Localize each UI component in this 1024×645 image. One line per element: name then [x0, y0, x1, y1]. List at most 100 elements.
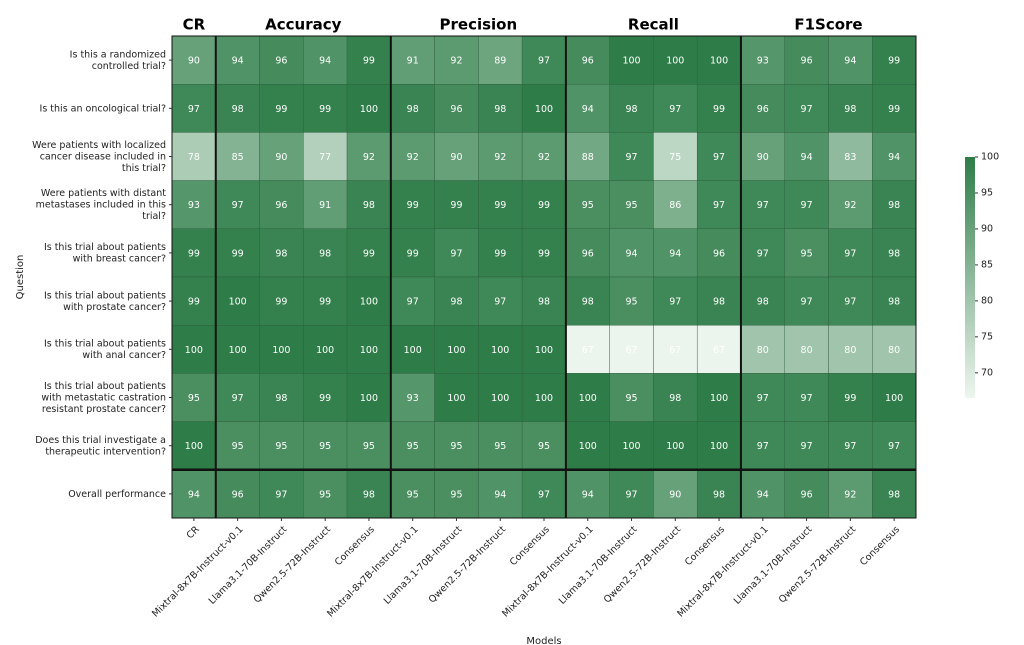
cell [740, 276, 785, 326]
cell [609, 276, 654, 326]
cell-label: 94 [319, 56, 331, 67]
cell-label: 97 [757, 393, 769, 404]
cell [303, 276, 348, 326]
cell-label: 98 [757, 297, 769, 308]
cell [521, 421, 567, 471]
cell-label: 92 [450, 56, 462, 67]
x-tick-label: Llama3.1-70B-Instruct [382, 524, 465, 607]
x-tick-label: Consensus [333, 524, 377, 568]
y-tick-label: Is this trial about patients with metasta… [41, 381, 166, 415]
cell-label: 95 [407, 489, 419, 500]
cell [784, 373, 829, 422]
cell [259, 132, 304, 181]
cell-label: 99 [713, 104, 725, 115]
cell-label: 75 [669, 152, 681, 163]
cell [478, 421, 523, 471]
group-header: Accuracy [265, 16, 341, 34]
cell-label: 95 [625, 297, 637, 308]
cell [215, 83, 260, 133]
group-header: Recall [628, 16, 679, 34]
cell [653, 469, 698, 519]
cell [215, 180, 260, 230]
cell-label: 97 [538, 56, 550, 67]
cell-label: 100 [229, 345, 247, 356]
x-tick-label: Qwen2.5-72B-Instruct [427, 524, 509, 606]
cell [740, 469, 785, 519]
cell-label: 100 [491, 393, 509, 404]
cell-label: 95 [582, 200, 594, 211]
cell-label: 80 [888, 345, 900, 356]
cell-label: 97 [757, 441, 769, 452]
cell [565, 180, 610, 230]
cell-label: 97 [538, 489, 550, 500]
cell-label: 99 [494, 200, 506, 211]
cell [653, 132, 698, 181]
cell-label: 99 [319, 297, 331, 308]
cell [565, 83, 610, 133]
cell [521, 276, 567, 326]
cell-label: 99 [188, 297, 200, 308]
cell-label: 100 [316, 345, 334, 356]
cell [171, 228, 216, 278]
cell-label: 78 [188, 152, 200, 163]
cell-label: 100 [710, 393, 728, 404]
cell [828, 373, 873, 422]
cell-label: 100 [579, 441, 597, 452]
cell-label: 95 [275, 441, 287, 452]
cell-label: 92 [844, 489, 856, 500]
cell [390, 325, 435, 374]
cell [653, 421, 698, 471]
cell-label: 97 [888, 441, 900, 452]
cell [303, 373, 348, 422]
cell-label: 97 [669, 297, 681, 308]
cell [171, 132, 216, 181]
cell-label: 99 [319, 104, 331, 115]
cell [609, 180, 654, 230]
cell-label: 86 [669, 200, 681, 211]
cell-label: 99 [363, 56, 375, 67]
cell [521, 228, 567, 278]
cell [215, 228, 260, 278]
cell [872, 180, 917, 230]
colorbar-tick-label: 80 [981, 295, 993, 306]
cell [828, 421, 873, 471]
cell-label: 100 [447, 345, 465, 356]
cell [346, 132, 392, 181]
cell-label: 99 [888, 56, 900, 67]
cell [565, 228, 610, 278]
cell [872, 35, 917, 85]
cell-label: 98 [407, 104, 419, 115]
cell [390, 373, 435, 422]
cell [390, 421, 435, 471]
cell-label: 96 [801, 489, 813, 500]
colorbar [965, 157, 975, 398]
cell-label: 98 [232, 104, 244, 115]
cell [259, 421, 304, 471]
cell [259, 228, 304, 278]
cell-label: 98 [669, 393, 681, 404]
cell-label: 95 [494, 441, 506, 452]
cell-label: 100 [360, 104, 378, 115]
cell-label: 92 [407, 152, 419, 163]
cell-label: 92 [538, 152, 550, 163]
cell-label: 100 [360, 297, 378, 308]
cell [390, 276, 435, 326]
cell [609, 132, 654, 181]
x-tick-label: Consensus [683, 524, 727, 568]
cell-label: 95 [232, 441, 244, 452]
cell-label: 97 [232, 393, 244, 404]
cell [303, 132, 348, 181]
y-tick-label: Does this trial investigate a therapeutic… [35, 434, 166, 457]
cell [346, 35, 392, 85]
cell [521, 132, 567, 181]
cell-label: 80 [801, 345, 813, 356]
cell-label: 99 [538, 248, 550, 259]
cell-label: 99 [363, 248, 375, 259]
cell [478, 132, 523, 181]
cell [521, 373, 567, 422]
cell-label: 92 [494, 152, 506, 163]
cell-label: 95 [319, 489, 331, 500]
cell [434, 373, 479, 422]
cell-label: 98 [494, 104, 506, 115]
cell [259, 276, 304, 326]
